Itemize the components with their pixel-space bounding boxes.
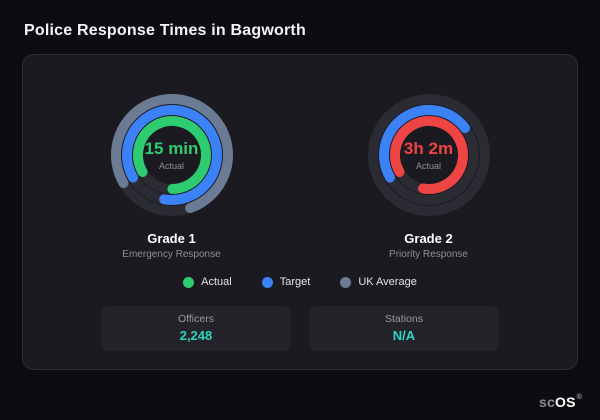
gauge-block-grade2: 3h 2m Actual Grade 2 Priority Response bbox=[319, 89, 539, 260]
actual-legend-dot-icon bbox=[183, 276, 195, 288]
grade1-gauge: 15 min Actual bbox=[106, 89, 238, 221]
target-legend-dot-icon bbox=[261, 276, 273, 288]
response-times-card: 15 min Actual Grade 1 Emergency Response… bbox=[22, 54, 578, 370]
uk-average-legend-dot-icon bbox=[340, 276, 352, 288]
stations-stat-value: N/A bbox=[392, 328, 416, 343]
uk-average-ring bbox=[110, 94, 233, 216]
logo-suffix: OS bbox=[555, 394, 576, 410]
legend-label: Actual bbox=[201, 276, 232, 288]
grade2-gauge: 3h 2m Actual bbox=[363, 89, 495, 221]
target-ring bbox=[121, 105, 222, 205]
scos-logo: scOS® bbox=[539, 394, 582, 410]
legend-item-target[interactable]: Target bbox=[261, 276, 311, 288]
legend-label: UK Average bbox=[358, 276, 417, 288]
actual-ring bbox=[132, 116, 211, 194]
grade1-subtitle: Emergency Response bbox=[122, 249, 221, 260]
uk-average-ring-track bbox=[367, 94, 490, 216]
actual-ring bbox=[389, 116, 468, 194]
stations-stat-label: Stations bbox=[385, 313, 423, 325]
page-title: Police Response Times in Bagworth bbox=[24, 22, 306, 39]
grade2-gauge-chart bbox=[367, 94, 490, 216]
officers-stat: Officers 2,248 bbox=[101, 306, 291, 351]
officers-stat-label: Officers bbox=[178, 313, 214, 325]
grade2-subtitle: Priority Response bbox=[389, 249, 468, 260]
gauges-row: 15 min Actual Grade 1 Emergency Response… bbox=[43, 89, 557, 260]
target-ring bbox=[378, 105, 479, 205]
legend-label: Target bbox=[279, 276, 311, 288]
stats-row: Officers 2,248 Stations N/A bbox=[43, 306, 557, 351]
legend-item-uk-average[interactable]: UK Average bbox=[340, 276, 417, 288]
stations-stat: Stations N/A bbox=[309, 306, 499, 351]
registered-trademark-icon: ® bbox=[576, 394, 582, 401]
logo-prefix: sc bbox=[539, 394, 555, 410]
officers-stat-value: 2,248 bbox=[179, 328, 213, 343]
chart-legend: Actual Target UK Average bbox=[43, 276, 557, 288]
grade1-gauge-chart bbox=[110, 94, 233, 216]
legend-item-actual[interactable]: Actual bbox=[183, 276, 232, 288]
grade2-title: Grade 2 bbox=[404, 231, 453, 246]
grade1-title: Grade 1 bbox=[147, 231, 196, 246]
gauge-block-grade1: 15 min Actual Grade 1 Emergency Response bbox=[62, 89, 282, 260]
